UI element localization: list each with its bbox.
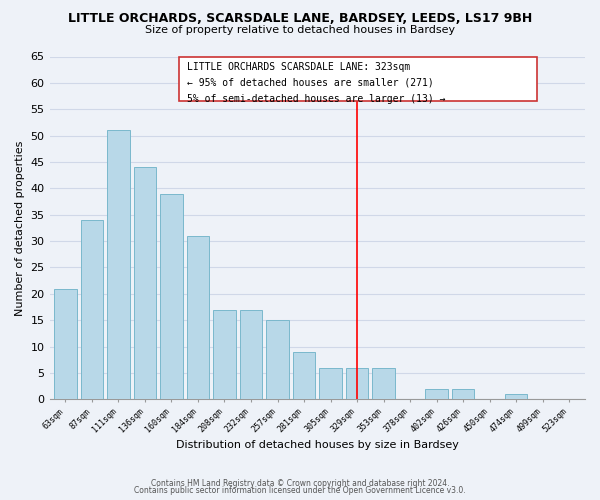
Bar (372, 368, 395, 399)
Bar (187, 236, 209, 399)
Bar (505, 394, 527, 399)
Bar (293, 352, 315, 399)
Text: ← 95% of detached houses are smaller (271): ← 95% of detached houses are smaller (27… (187, 78, 434, 88)
Text: Contains HM Land Registry data © Crown copyright and database right 2024.: Contains HM Land Registry data © Crown c… (151, 478, 449, 488)
Bar (80, 220, 103, 399)
Bar (107, 130, 130, 399)
Text: Size of property relative to detached houses in Bardsey: Size of property relative to detached ho… (145, 25, 455, 35)
Bar (346, 368, 368, 399)
X-axis label: Distribution of detached houses by size in Bardsey: Distribution of detached houses by size … (176, 440, 459, 450)
Bar (54, 288, 77, 399)
Bar (319, 368, 342, 399)
Text: LITTLE ORCHARDS SCARSDALE LANE: 323sqm: LITTLE ORCHARDS SCARSDALE LANE: 323sqm (187, 62, 410, 72)
Bar (266, 320, 289, 399)
Bar (134, 167, 156, 399)
Text: 5% of semi-detached houses are larger (13) →: 5% of semi-detached houses are larger (1… (187, 94, 446, 104)
Bar (240, 310, 262, 399)
Y-axis label: Number of detached properties: Number of detached properties (15, 140, 25, 316)
Bar (160, 194, 183, 399)
Bar (425, 388, 448, 399)
Text: Contains public sector information licensed under the Open Government Licence v3: Contains public sector information licen… (134, 486, 466, 495)
Bar (452, 388, 475, 399)
FancyBboxPatch shape (179, 56, 537, 102)
Text: LITTLE ORCHARDS, SCARSDALE LANE, BARDSEY, LEEDS, LS17 9BH: LITTLE ORCHARDS, SCARSDALE LANE, BARDSEY… (68, 12, 532, 26)
Bar (213, 310, 236, 399)
